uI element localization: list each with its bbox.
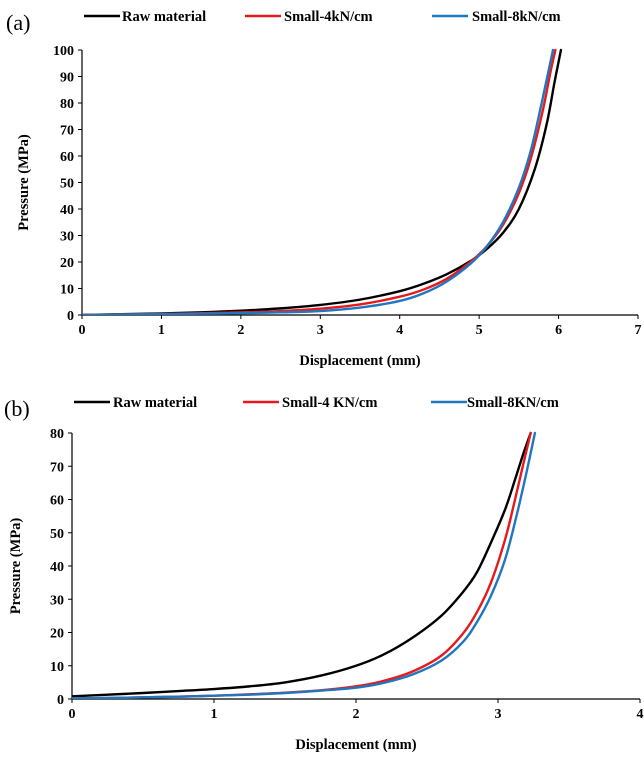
x-tick-label: 1 xyxy=(211,707,218,722)
x-tick-label: 1 xyxy=(158,323,165,338)
y-tick-label: 60 xyxy=(60,150,74,165)
legend-label: Small-8kN/cm xyxy=(472,9,561,25)
y-tick-label: 90 xyxy=(60,71,74,86)
series-line-raw-material xyxy=(72,431,532,698)
x-axis-title: Displacement (mm) xyxy=(299,353,420,369)
y-tick-label: 40 xyxy=(50,560,64,575)
x-tick-label: 7 xyxy=(635,323,642,338)
x-tick-label: 2 xyxy=(353,707,360,722)
y-tick-label: 40 xyxy=(60,203,74,218)
legend-label: Raw material xyxy=(122,9,206,25)
y-tick-label: 20 xyxy=(60,256,74,271)
legend: Raw material Small-4 KN/cm Small-8KN/cm xyxy=(74,395,559,411)
y-tick-label: 50 xyxy=(60,177,74,192)
x-tick-label: 0 xyxy=(79,323,86,338)
x-tick-label: 0 xyxy=(69,707,76,722)
legend-label: Small-4 KN/cm xyxy=(282,395,377,411)
legend: Raw material Small-4kN/cm Small-8kN/cm xyxy=(84,9,561,25)
legend-label: Small-8KN/cm xyxy=(467,395,559,411)
y-tick-label: 20 xyxy=(50,627,64,642)
x-tick-label: 3 xyxy=(495,707,502,722)
x-axis-title: Displacement (mm) xyxy=(295,737,416,753)
series-line-small-4-kn-cm xyxy=(72,431,532,699)
y-tick-label: 0 xyxy=(67,309,74,324)
y-tick-label: 100 xyxy=(53,44,74,59)
legend-label: Raw material xyxy=(113,395,197,411)
series-group xyxy=(72,431,537,699)
panel-label: (a) xyxy=(6,10,30,35)
series-line-small-8kn-cm xyxy=(72,431,537,699)
panel-label: (b) xyxy=(4,396,30,421)
y-axis-title: Pressure (MPa) xyxy=(8,518,24,615)
y-tick-label: 50 xyxy=(50,527,64,542)
y-tick-label: 0 xyxy=(57,693,64,708)
y-tick-label: 80 xyxy=(60,97,74,112)
x-tick-label: 2 xyxy=(237,323,244,338)
y-tick-label: 30 xyxy=(60,230,74,245)
series-line-small-4kn-cm xyxy=(82,48,557,315)
y-tick-label: 80 xyxy=(50,427,64,442)
y-tick-label: 60 xyxy=(50,494,64,509)
y-tick-label: 30 xyxy=(50,593,64,608)
x-tick-label: 4 xyxy=(396,323,403,338)
x-tick-label: 4 xyxy=(637,707,644,722)
y-tick-label: 70 xyxy=(50,460,64,475)
legend-label: Small-4kN/cm xyxy=(284,9,373,25)
series-group xyxy=(82,48,563,315)
y-tick-label: 70 xyxy=(60,124,74,139)
x-tick-label: 6 xyxy=(555,323,562,338)
series-line-small-8kn-cm xyxy=(82,48,555,315)
series-line-raw-material xyxy=(82,48,563,315)
x-tick-label: 5 xyxy=(476,323,483,338)
y-tick-label: 10 xyxy=(60,283,74,298)
x-tick-label: 3 xyxy=(317,323,324,338)
chart-panel-a: (a)0 1 2 3 4 5 6 70102030405060708090100Displac… xyxy=(6,9,642,369)
y-tick-label: 10 xyxy=(50,660,64,675)
y-axis-title: Pressure (MPa) xyxy=(16,134,32,231)
